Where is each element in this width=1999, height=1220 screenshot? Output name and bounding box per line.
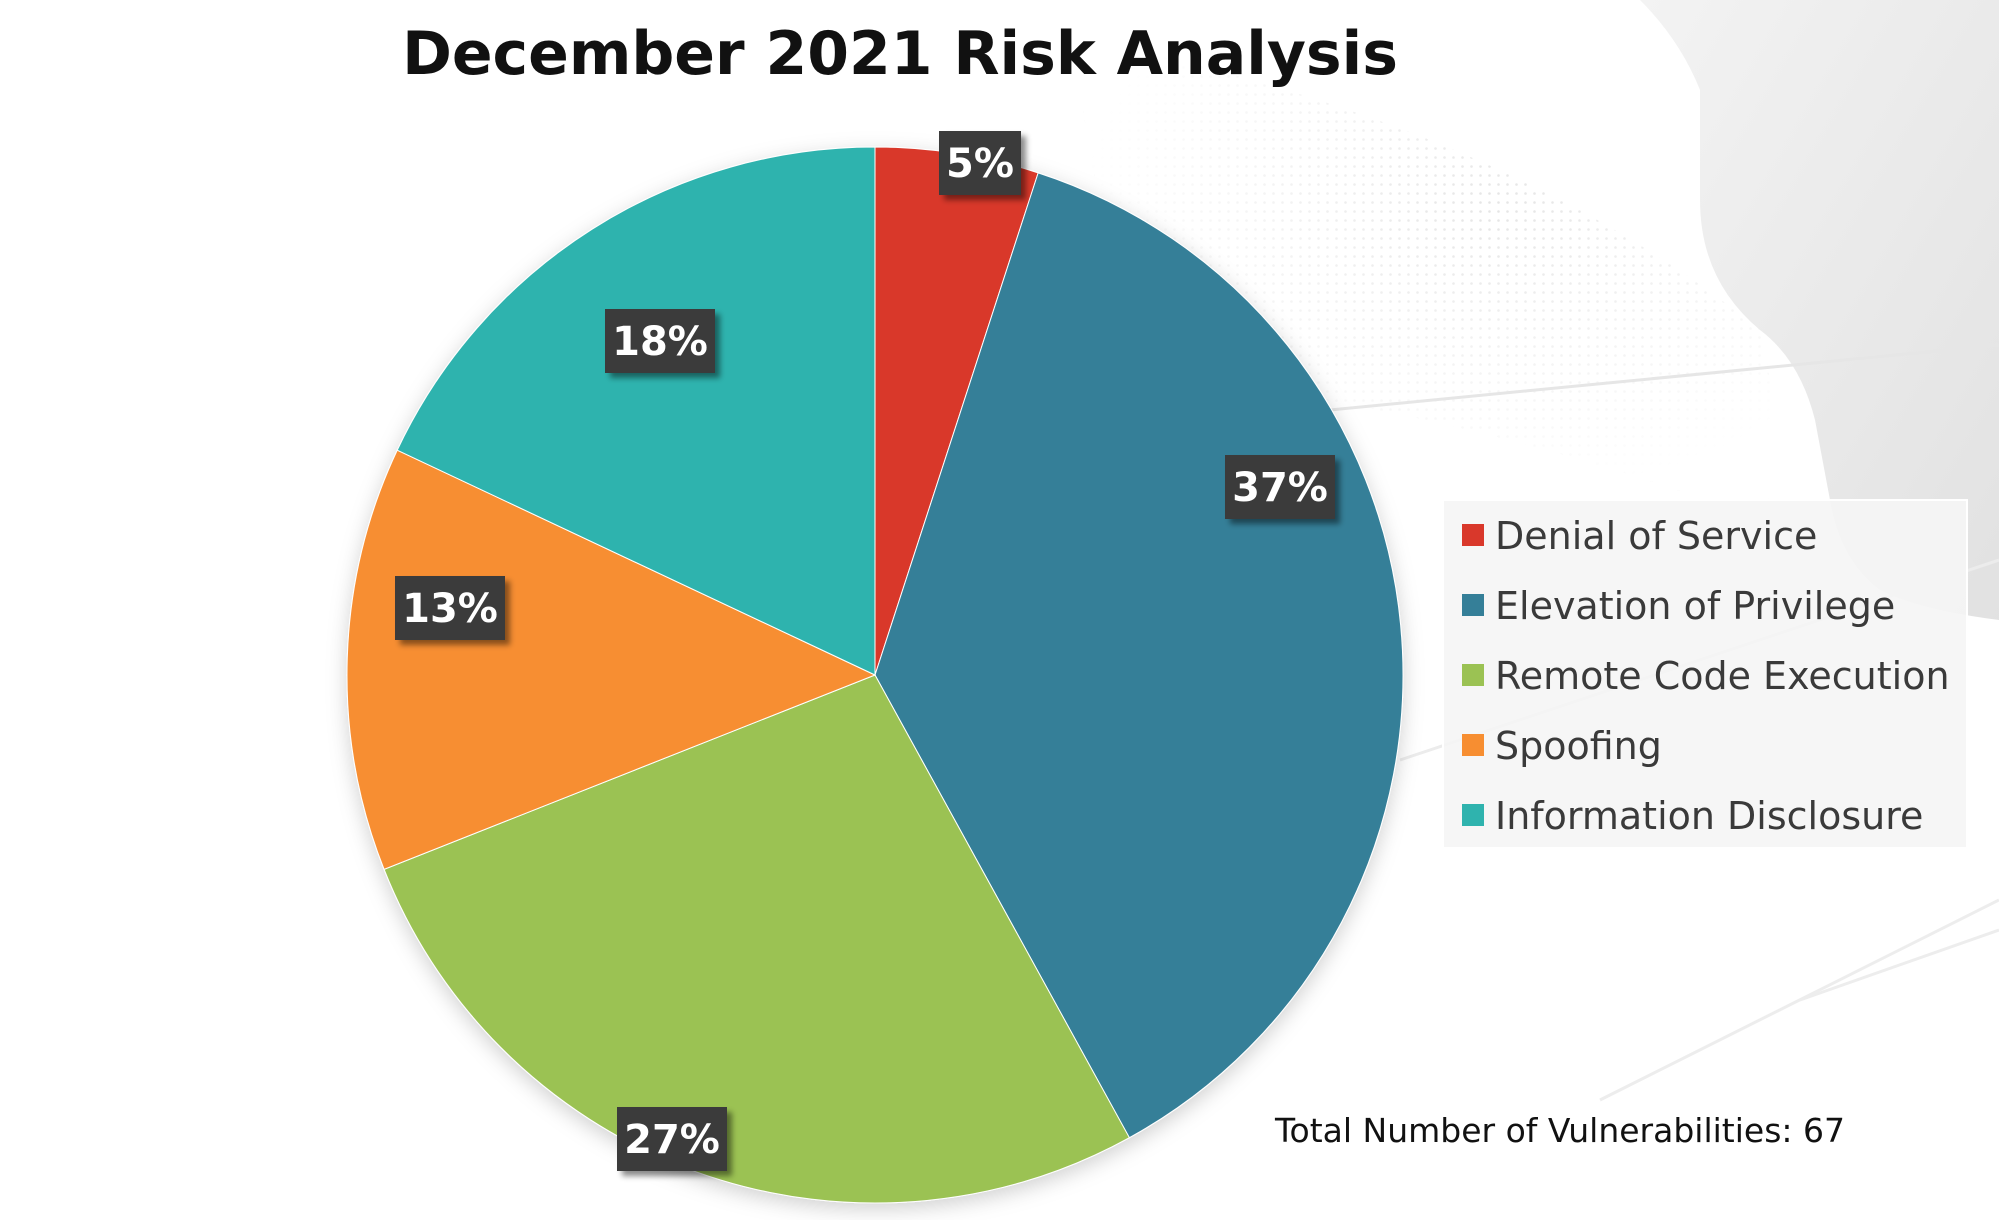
total-vulnerabilities-note: Total Number of Vulnerabilities: 67 [1274, 1111, 1845, 1150]
data-label-remote-code-execution: 27% [617, 1107, 727, 1171]
background-dot-fade [1080, 40, 1775, 520]
data-label-spoofing: 13% [395, 576, 505, 640]
data-label-information-disclosure: 18% [605, 309, 715, 373]
data-label-box [395, 576, 505, 640]
legend-label: Remote Code Execution [1495, 654, 1950, 698]
data-label-text: 5% [946, 141, 1014, 187]
legend-label: Denial of Service [1495, 514, 1817, 558]
chart-legend: Denial of Service Elevation of Privilege R… [1442, 499, 1968, 849]
pie-slice-remote-code-execution [383, 674, 1131, 1204]
data-label-text: 13% [402, 586, 498, 632]
legend-label: Information Disclosure [1495, 794, 1923, 838]
pie-slice-elevation-of-privilege [874, 172, 1404, 1139]
legend-swatch [1462, 664, 1484, 686]
data-label-text: 27% [624, 1117, 720, 1163]
background-gray-shape [1640, 0, 1999, 620]
legend-item-remote-code-execution: Remote Code Execution [1462, 654, 1950, 698]
pie-slice-spoofing [346, 449, 877, 871]
pie-chart [346, 146, 1404, 1204]
legend-swatch [1462, 524, 1484, 546]
legend-item-spoofing: Spoofing [1462, 724, 1662, 768]
data-labels: 5% 37% 27% 13% 18% [395, 131, 1335, 1171]
data-label-box [617, 1107, 727, 1171]
pie-slice-information-disclosure [396, 146, 876, 676]
legend-swatch [1462, 594, 1484, 616]
legend-swatch [1462, 734, 1484, 756]
background-line [1329, 343, 1999, 412]
background-line [1599, 898, 1999, 1102]
data-label-box [605, 309, 715, 373]
legend-label: Elevation of Privilege [1495, 584, 1895, 628]
background-line [1799, 928, 1999, 1002]
data-label-box [939, 131, 1021, 195]
legend-swatch [1462, 804, 1484, 826]
data-label-denial-of-service: 5% [939, 131, 1021, 195]
legend-item-elevation-of-privilege: Elevation of Privilege [1462, 584, 1895, 628]
data-label-elevation-of-privilege: 37% [1225, 455, 1335, 519]
legend-item-denial-of-service: Denial of Service [1462, 514, 1817, 558]
data-label-text: 18% [612, 319, 708, 365]
data-label-text: 37% [1232, 465, 1328, 511]
legend-label: Spoofing [1495, 724, 1662, 768]
legend-box [1442, 499, 1968, 849]
legend-item-information-disclosure: Information Disclosure [1462, 794, 1923, 838]
chart-title: December 2021 Risk Analysis [402, 19, 1398, 89]
data-label-box [1225, 455, 1335, 519]
